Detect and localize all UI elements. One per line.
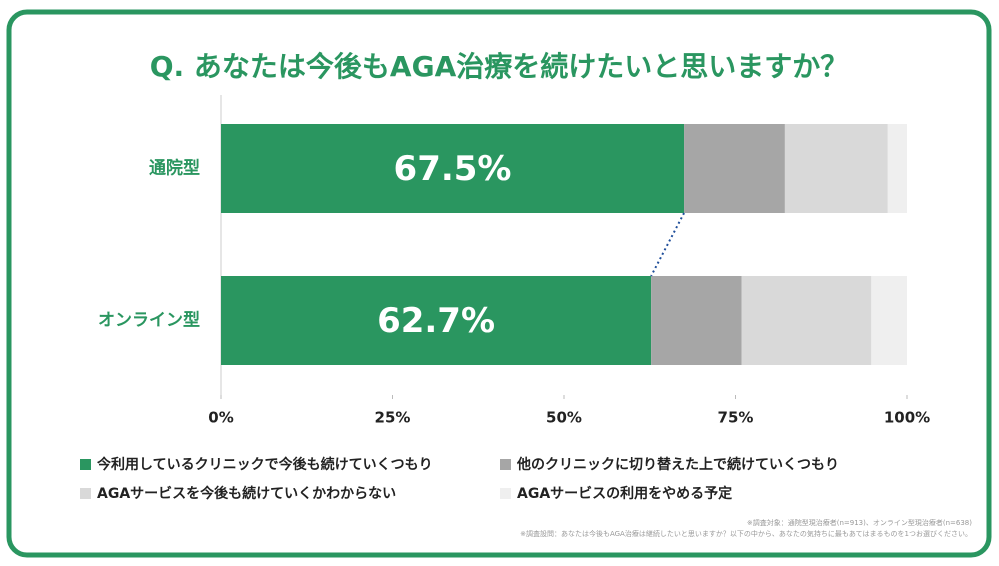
legend-swatch: [80, 488, 91, 499]
category-label: 通院型: [149, 158, 200, 179]
chart-title: Q. あなたは今後もAGA治療を続けたいと思いますか？: [150, 50, 849, 83]
footnote: ※調査設問：あなたは今後もAGA治療は継続したいと思いますか？以下の中から、あな…: [520, 529, 972, 538]
bar-segment: [871, 276, 907, 365]
bar-segment: [741, 276, 872, 365]
bar-segment: [221, 276, 652, 365]
legend-label: AGAサービスを今後も続けていくかわからない: [97, 485, 396, 502]
x-tick-label: 50%: [546, 409, 582, 427]
value-label: 67.5%: [394, 149, 512, 189]
bar-segment: [651, 276, 742, 365]
x-tick-label: 75%: [718, 409, 754, 427]
category-label: オンライン型: [98, 310, 200, 331]
bar-segment: [684, 124, 785, 213]
x-tick-label: 25%: [375, 409, 411, 427]
legend-label: 今利用しているクリニックで今後も続けていくつもり: [96, 456, 433, 473]
legend-swatch: [500, 488, 511, 499]
bar-segment: [784, 124, 888, 213]
bar-segment: [221, 124, 685, 213]
connector-line: [650, 212, 685, 277]
x-tick-label: 100%: [884, 409, 930, 427]
legend-swatch: [500, 459, 511, 470]
footnote: ※調査対象：通院型現治療者(n=913)、オンライン型現治療者(n=638): [747, 518, 972, 527]
legend-label: 他のクリニックに切り替えた上で続けていくつもり: [516, 456, 839, 473]
bar-segment: [887, 124, 907, 213]
x-tick-label: 0%: [208, 409, 233, 427]
value-label: 62.7%: [377, 301, 495, 341]
legend-label: AGAサービスの利用をやめる予定: [517, 485, 732, 502]
legend-swatch: [80, 459, 91, 470]
